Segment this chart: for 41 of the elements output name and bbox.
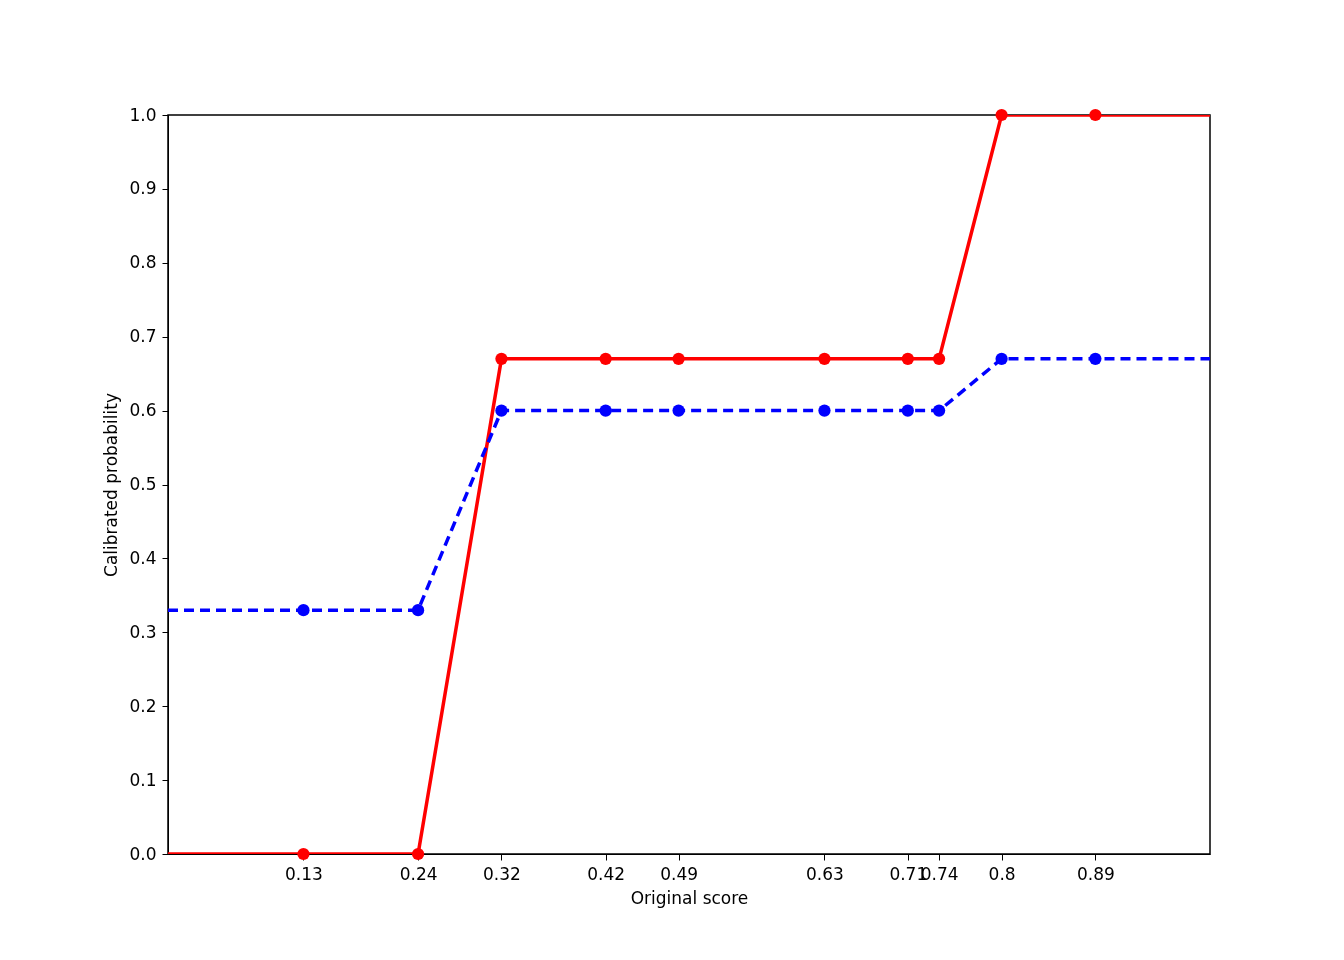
point (672, 404, 685, 417)
x-tick-label: 0.24 (399, 863, 438, 884)
point (599, 404, 612, 417)
x-tick-label: 0.13 (285, 863, 323, 884)
y-tick-label: 0.3 (129, 621, 157, 642)
y-tick-label: 0.5 (129, 474, 157, 494)
point (901, 352, 914, 365)
y-tick-label: 0.8 (129, 252, 157, 273)
point (411, 847, 425, 861)
point (599, 352, 612, 365)
point (932, 404, 946, 417)
point (297, 604, 310, 617)
point (995, 108, 1008, 122)
y-tick-label: 0.0 (129, 843, 157, 864)
x-axis-title: Original score (630, 887, 749, 908)
point (411, 604, 425, 617)
x-tick-label: 0.8 (988, 863, 1016, 884)
point (932, 352, 946, 365)
y-axis-title: Calibrated probability (101, 393, 122, 577)
point (818, 352, 831, 365)
point (672, 352, 685, 365)
y-tick-label: 1.0 (129, 104, 157, 125)
y-tick-label: 0.9 (129, 178, 157, 199)
point (1089, 108, 1102, 122)
point (818, 404, 831, 417)
point (297, 847, 310, 861)
point (495, 352, 508, 365)
y-tick-label: 0.4 (129, 547, 157, 568)
point (495, 404, 508, 417)
x-tick-label: 0.49 (660, 863, 699, 884)
y-tick-label: 0.2 (129, 695, 157, 716)
y-tick-label: 0.1 (129, 769, 157, 790)
x-tick-label: 0.32 (483, 863, 521, 884)
x-tick-label: 0.63 (806, 863, 844, 884)
y-tick-label: 0.6 (129, 400, 157, 421)
point (1089, 352, 1102, 365)
point (901, 404, 914, 417)
x-tick-label: 0.42 (587, 863, 626, 884)
y-tick-label: 0.7 (129, 326, 157, 347)
x-tick-label: 0.89 (1076, 863, 1115, 884)
point (995, 352, 1008, 365)
